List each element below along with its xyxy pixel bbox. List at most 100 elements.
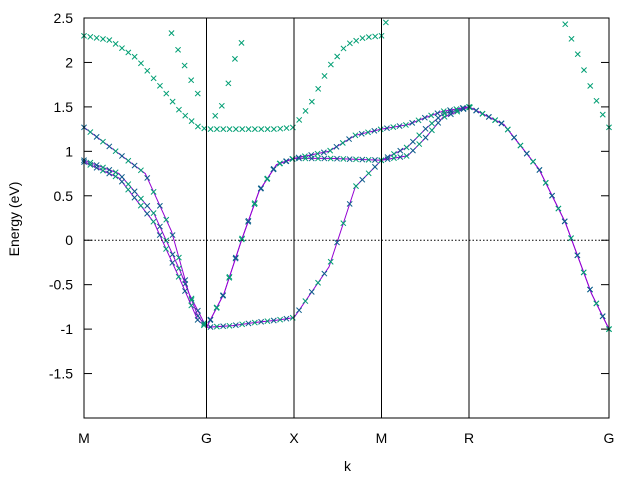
band-1-marker — [283, 315, 290, 322]
band-1-marker — [359, 176, 366, 183]
band-3-marker — [131, 194, 138, 201]
band-3-marker — [301, 153, 308, 160]
band-3-marker — [396, 123, 403, 130]
band-1-marker — [226, 322, 233, 329]
band-3-marker — [251, 201, 258, 208]
band-2-marker — [169, 251, 176, 258]
band-1-marker — [315, 279, 321, 286]
band-1-marker — [169, 232, 176, 239]
band-3-marker — [459, 105, 466, 111]
band-2-marker — [416, 141, 423, 148]
band-3-marker — [434, 110, 441, 117]
band-2-marker — [315, 155, 321, 162]
band-2-marker — [390, 155, 397, 162]
band-1-marker — [334, 239, 340, 246]
band-3-marker — [99, 167, 106, 174]
band-2-marker — [397, 154, 404, 160]
band-2-marker — [599, 313, 606, 320]
band-4-marker — [169, 98, 176, 105]
band-1-marker — [207, 324, 214, 331]
band-2-marker — [536, 167, 543, 173]
band-1-marker — [264, 318, 271, 325]
band-8-marker — [593, 97, 600, 104]
band-2-marker — [150, 210, 157, 217]
band-2-marker — [561, 218, 568, 225]
band-2-marker — [137, 195, 144, 202]
band-1-marker — [422, 125, 429, 132]
band-3-marker — [453, 106, 460, 112]
band-1-marker — [245, 320, 252, 327]
band-1-marker — [87, 129, 94, 136]
band-3-marker — [245, 218, 252, 225]
band-1-marker — [118, 153, 125, 159]
band-8-marker — [574, 51, 581, 58]
band-2-marker — [441, 113, 448, 120]
band-4-marker — [353, 37, 360, 44]
band-2-marker — [504, 126, 511, 133]
band-4-marker — [359, 35, 366, 42]
band-3-marker — [276, 160, 283, 167]
band-4-marker — [270, 126, 277, 133]
band-3-marker — [169, 259, 176, 266]
band-4-marker — [226, 126, 233, 133]
band-4-marker — [258, 126, 265, 133]
band-1-marker — [137, 167, 144, 174]
band-2-marker — [574, 252, 581, 259]
band-3-marker — [346, 136, 353, 143]
band-4-marker — [213, 126, 220, 133]
band-2-marker — [353, 156, 359, 163]
band-2-marker — [485, 114, 492, 120]
band-1-marker — [239, 321, 246, 328]
band-4-marker — [321, 73, 328, 79]
band-2-marker — [555, 205, 562, 212]
y-tick-label: 0 — [65, 232, 73, 248]
band-2-marker — [587, 286, 593, 293]
band-4-marker — [239, 126, 246, 133]
band-5-marker — [194, 90, 201, 97]
band-3-marker — [295, 154, 302, 161]
band-3-marker — [283, 158, 289, 165]
band-1-marker — [365, 170, 372, 177]
band-4-marker — [277, 125, 284, 132]
band-2-marker — [346, 156, 353, 163]
band-2-marker — [523, 150, 530, 157]
band-1-marker — [428, 120, 435, 127]
band-1-marker — [409, 138, 416, 145]
y-axis-label: Energy (eV) — [6, 182, 22, 257]
band-3-marker — [320, 149, 327, 156]
band-3-marker — [440, 108, 447, 115]
band-2-marker — [435, 119, 442, 126]
band-1-marker — [175, 254, 182, 261]
band-2-marker — [403, 153, 410, 159]
band-4-marker — [245, 126, 252, 133]
band-4-marker — [207, 126, 214, 133]
band-4-marker — [232, 126, 239, 133]
band-3-marker — [207, 317, 214, 324]
band-4-marker — [315, 85, 322, 92]
x-tick-label: M — [376, 430, 388, 446]
band-1-marker — [150, 188, 157, 195]
band-3-marker — [93, 164, 100, 171]
band-2-marker — [334, 155, 340, 162]
band-3-marker — [232, 255, 239, 262]
band-7-marker — [382, 19, 389, 26]
band-2-marker — [549, 192, 556, 199]
band-2-marker — [593, 300, 600, 307]
band-3-marker — [118, 178, 125, 185]
data-layer — [81, 19, 612, 333]
band-4-marker — [119, 45, 125, 52]
band-3-marker — [182, 288, 188, 294]
band-3-marker — [402, 122, 409, 128]
x-tick-label: R — [464, 430, 474, 446]
y-tick-label: 2.5 — [54, 10, 74, 26]
band-1-marker — [270, 317, 277, 324]
band-6-marker — [225, 80, 232, 87]
band-1-marker — [100, 138, 106, 145]
band-6-marker — [231, 55, 238, 62]
band-4-marker — [157, 82, 163, 89]
band-3-marker — [144, 210, 151, 217]
band-3-marker — [163, 246, 170, 252]
band-4-marker — [283, 125, 290, 132]
band-8-marker — [562, 21, 569, 28]
band-6-marker — [238, 39, 245, 46]
